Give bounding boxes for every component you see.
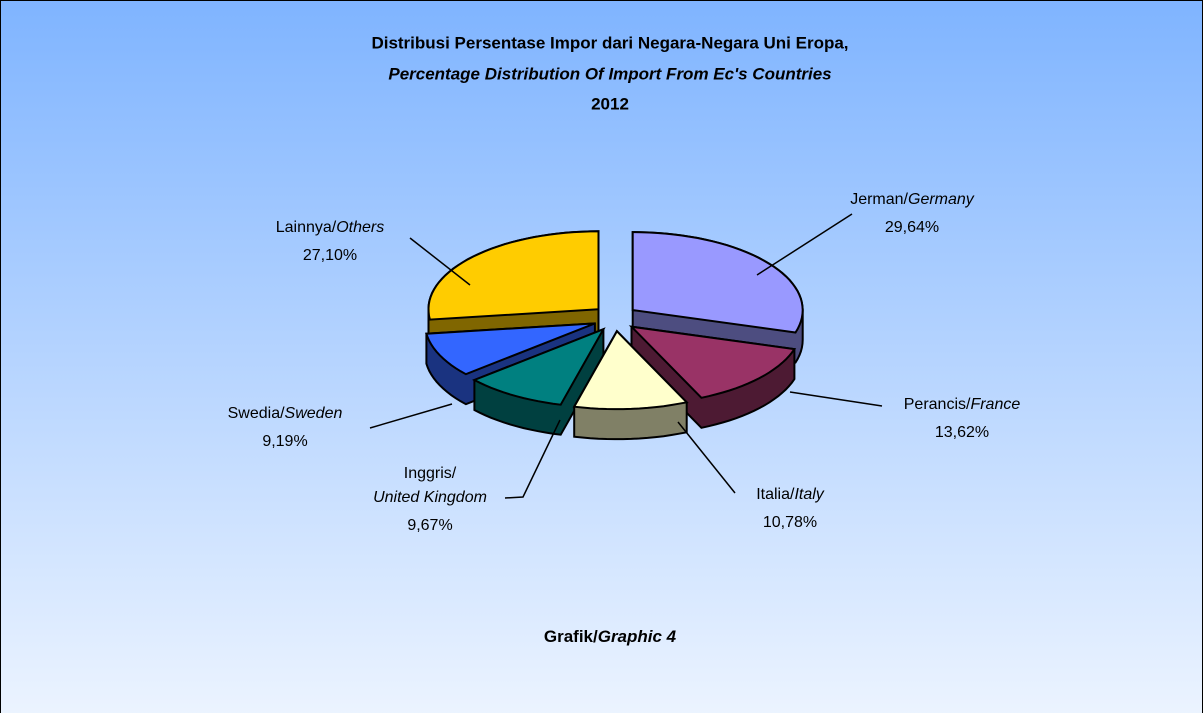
category-label: Lainnya/Others [276,219,385,236]
category-label: Swedia/Sweden [228,405,343,422]
category-label: Inggris/United Kingdom [373,465,487,506]
leader-line [756,213,853,276]
value-label: 13,62% [935,424,989,441]
slice [425,322,596,376]
leader-line [504,419,561,499]
slice [631,231,804,334]
value-label: 29,64% [885,219,939,236]
category-label: Italia/Italy [756,486,825,503]
slice [628,325,797,399]
slice [427,230,600,321]
leader-line [409,237,471,286]
value-label: 9,67% [407,517,452,534]
leader-line [789,391,883,407]
chart-subtitle: Percentage Distribution Of Import From E… [388,64,831,83]
leader-line [369,403,453,429]
category-label: Jerman/Germany [850,191,975,208]
leader-line [677,421,736,494]
slice [572,329,689,411]
value-label: 10,78% [763,514,817,531]
value-label: 9,19% [262,433,307,450]
chart-year: 2012 [591,94,629,113]
slice [471,327,606,406]
value-label: 27,10% [303,247,357,264]
chart-title: Distribusi Persentase Impor dari Negara-… [371,33,848,52]
category-label: Perancis/France [904,396,1021,413]
caption: Grafik/Graphic 4 [544,627,677,646]
